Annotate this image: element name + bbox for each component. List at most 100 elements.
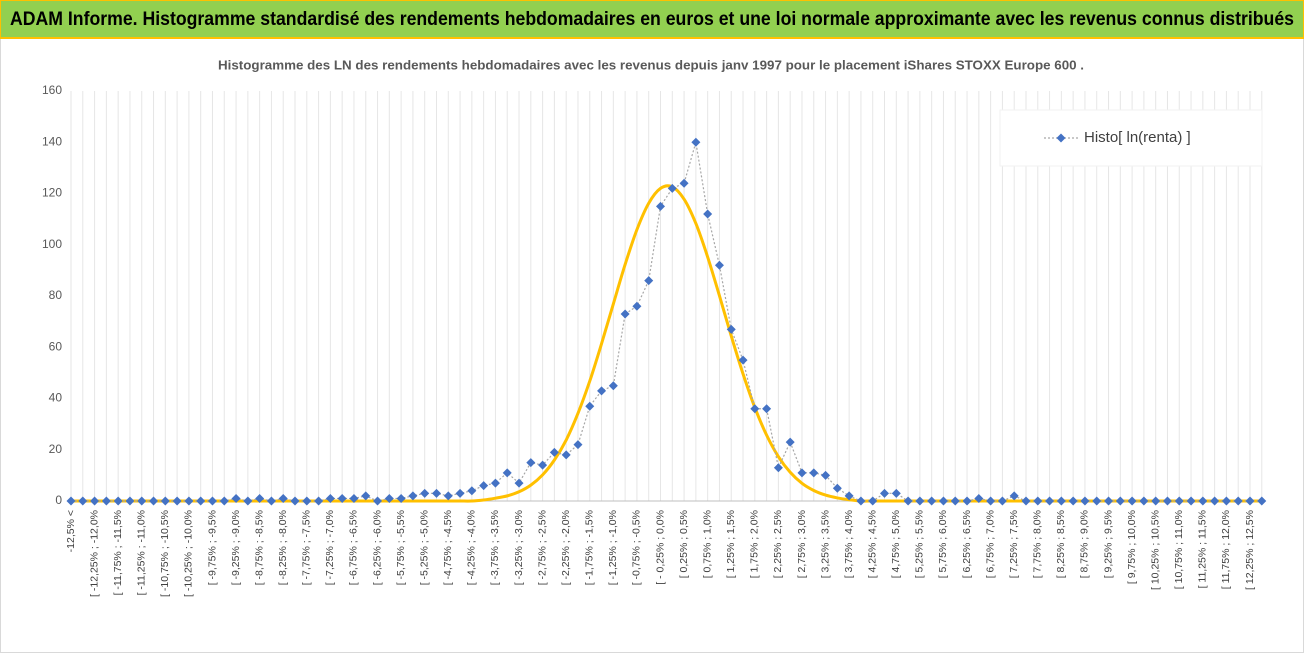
point xyxy=(1080,496,1090,506)
x-tick-label: [ 4,25% ; 4,5% xyxy=(867,510,879,578)
point xyxy=(738,355,748,365)
x-tick-label: [ 9,25% ; 9,5% xyxy=(1102,510,1114,578)
point xyxy=(938,496,948,506)
x-tick-label: -12,5% < xyxy=(65,510,77,552)
y-tick-label: 80 xyxy=(49,288,63,302)
point xyxy=(373,496,383,506)
point xyxy=(514,478,524,488)
point xyxy=(290,496,300,506)
point xyxy=(667,183,677,193)
point xyxy=(160,496,170,506)
point xyxy=(714,260,724,270)
point xyxy=(1221,496,1231,506)
point xyxy=(384,493,394,503)
point xyxy=(1009,491,1019,501)
x-tick-label: [ 8,25% ; 8,5% xyxy=(1055,510,1067,578)
x-tick-label: [ -9,25% ; -9,0% xyxy=(230,510,242,585)
x-tick-label: [ -8,25% ; -8,0% xyxy=(277,510,289,585)
x-tick-label: [ 3,75% ; 4,0% xyxy=(843,510,855,578)
point xyxy=(762,404,772,414)
point xyxy=(314,496,324,506)
point xyxy=(750,404,760,414)
point xyxy=(196,496,206,506)
point xyxy=(538,460,548,470)
x-tick-label: [ 2,25% ; 2,5% xyxy=(772,510,784,578)
x-tick-label: [ -12,25% ; -12,0% xyxy=(88,510,100,597)
point xyxy=(243,496,253,506)
y-tick-label: 60 xyxy=(49,339,63,353)
point xyxy=(997,496,1007,506)
point xyxy=(1257,496,1267,506)
series-line xyxy=(71,142,1262,502)
x-tick-label: [ -3,25% ; -3,0% xyxy=(513,510,525,585)
point xyxy=(137,496,147,506)
x-tick-label: [ 0,25% ; 0,5% xyxy=(678,510,690,578)
x-tick-label: [ -3,75% ; -3,5% xyxy=(489,510,501,585)
point xyxy=(726,324,736,334)
legend-label: Histo[ ln(renta) ] xyxy=(1084,129,1191,146)
point xyxy=(184,496,194,506)
point xyxy=(90,496,100,506)
point xyxy=(349,493,359,503)
x-tick-label: [ -5,75% ; -5,5% xyxy=(395,510,407,585)
point xyxy=(1033,496,1043,506)
x-tick-label: [ 11,75% ; 12,0% xyxy=(1220,510,1232,589)
chart-title: Histogramme des LN des rendements hebdom… xyxy=(218,57,1084,72)
point xyxy=(1056,496,1066,506)
x-tick-label: [ 6,25% ; 6,5% xyxy=(961,510,973,578)
point xyxy=(1115,496,1125,506)
x-tick-label: [ 6,75% ; 7,0% xyxy=(984,510,996,578)
point xyxy=(1186,496,1196,506)
point xyxy=(490,478,500,488)
point xyxy=(1139,496,1149,506)
x-tick-label: [ 2,75% ; 3,0% xyxy=(796,510,808,578)
point xyxy=(891,488,901,498)
x-tick-label: [ 10,25% ; 10,5% xyxy=(1149,510,1161,590)
point xyxy=(1045,496,1055,506)
point xyxy=(172,496,182,506)
point xyxy=(785,437,795,447)
x-tick-label: [ -2,25% ; -2,0% xyxy=(560,510,572,585)
x-tick-label: [ 12,25% ; 12,5% xyxy=(1244,510,1256,590)
x-tick-label: [ -10,75% ; -10,5% xyxy=(159,510,171,597)
point xyxy=(1127,496,1137,506)
point xyxy=(1021,496,1031,506)
x-tick-label: [ -11,75% ; -11,5% xyxy=(112,510,124,595)
point xyxy=(255,493,265,503)
point xyxy=(231,493,241,503)
point xyxy=(950,496,960,506)
x-tick-label: [ 11,25% ; 11,5% xyxy=(1197,510,1209,588)
x-tick-label: [ -6,25% ; -6,0% xyxy=(371,510,383,585)
x-tick-label: [ 7,75% ; 8,0% xyxy=(1032,510,1044,578)
x-tick-label: [ 1,25% ; 1,5% xyxy=(725,510,737,578)
point xyxy=(773,463,783,473)
point xyxy=(585,401,595,411)
x-tick-label: [ 5,25% ; 5,5% xyxy=(914,510,926,578)
point xyxy=(868,496,878,506)
x-tick-label: [ -9,75% ; -9,5% xyxy=(206,510,218,585)
x-tick-label: [ -4,25% ; -4,0% xyxy=(466,510,478,585)
point xyxy=(809,468,819,478)
point xyxy=(1092,496,1102,506)
x-tick-label: [ -2,75% ; -2,5% xyxy=(536,510,548,585)
point xyxy=(644,276,654,286)
point xyxy=(207,496,217,506)
legend-box xyxy=(999,109,1263,167)
point xyxy=(443,491,453,501)
x-tick-label: [ -1,25% ; -1,0% xyxy=(607,510,619,585)
x-tick-label: [ 8,75% ; 9,0% xyxy=(1079,510,1091,578)
point xyxy=(844,491,854,501)
point xyxy=(1174,496,1184,506)
point xyxy=(337,493,347,503)
point xyxy=(1151,496,1161,506)
point xyxy=(962,496,972,506)
point xyxy=(325,493,335,503)
point xyxy=(1104,496,1114,506)
point xyxy=(620,309,630,319)
y-tick-label: 20 xyxy=(49,442,63,456)
point xyxy=(479,481,489,491)
point xyxy=(101,496,111,506)
y-tick-label: 100 xyxy=(42,237,62,251)
point xyxy=(113,496,123,506)
point xyxy=(915,496,925,506)
